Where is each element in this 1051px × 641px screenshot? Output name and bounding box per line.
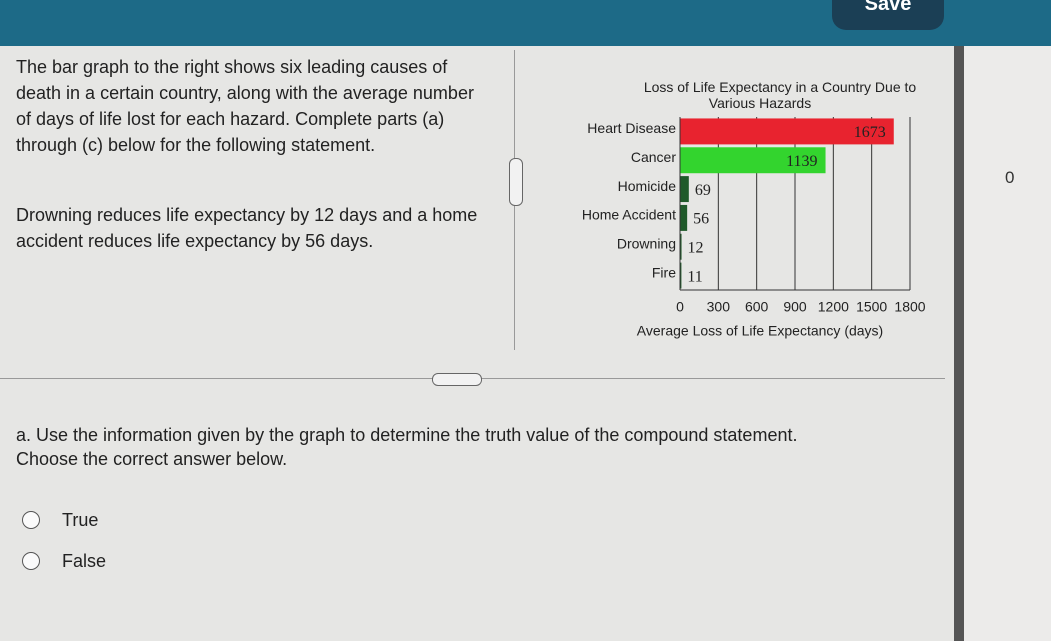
question-prompt: a. Use the information given by the grap… <box>16 425 798 445</box>
bar <box>680 118 894 145</box>
bar <box>680 204 688 231</box>
value-label: 69 <box>695 182 711 199</box>
bar <box>680 176 689 203</box>
chart: Loss of Life Expectancy in a Country Due… <box>582 79 926 339</box>
value-label: 56 <box>693 211 709 228</box>
x-tick-label: 300 <box>707 299 731 315</box>
bar <box>680 147 826 174</box>
value-label: 1673 <box>854 124 886 141</box>
category-label: Cancer <box>631 149 676 165</box>
side-divider <box>954 46 964 641</box>
value-label: 12 <box>688 239 704 256</box>
save-button[interactable]: Save <box>832 0 944 30</box>
side-panel <box>964 46 1051 641</box>
option-label[interactable]: True <box>62 510 99 530</box>
x-tick-label: 600 <box>745 299 769 315</box>
x-tick-label: 1200 <box>818 299 849 315</box>
category-label: Homicide <box>618 178 677 194</box>
side-value: 0 <box>1005 168 1015 187</box>
value-label: 11 <box>687 268 702 285</box>
question-instruction: Choose the correct answer below. <box>16 449 288 469</box>
bar <box>680 233 682 260</box>
radio-button[interactable] <box>22 511 40 529</box>
value-label: 1139 <box>786 153 817 170</box>
x-tick-label: 900 <box>783 299 807 315</box>
x-tick-label: 1500 <box>856 299 887 315</box>
radio-button[interactable] <box>22 552 40 570</box>
x-tick-label: 1800 <box>894 299 925 315</box>
x-tick-label: 0 <box>676 299 684 315</box>
x-axis-label: Average Loss of Life Expectancy (days) <box>637 323 883 339</box>
category-label: Home Accident <box>582 207 676 223</box>
expand-button[interactable] <box>432 373 482 386</box>
intro-text: The bar graph to the right shows six lea… <box>16 57 474 155</box>
resize-handle[interactable] <box>509 158 523 206</box>
statement-text: Drowning reduces life expectancy by 12 d… <box>16 205 478 251</box>
chart-title: Loss of Life Expectancy in a Country Due… <box>644 79 917 111</box>
bar <box>680 262 682 289</box>
category-label: Drowning <box>617 235 676 251</box>
category-label: Heart Disease <box>587 120 676 136</box>
category-label: Fire <box>652 264 676 280</box>
option-label[interactable]: False <box>62 551 107 571</box>
